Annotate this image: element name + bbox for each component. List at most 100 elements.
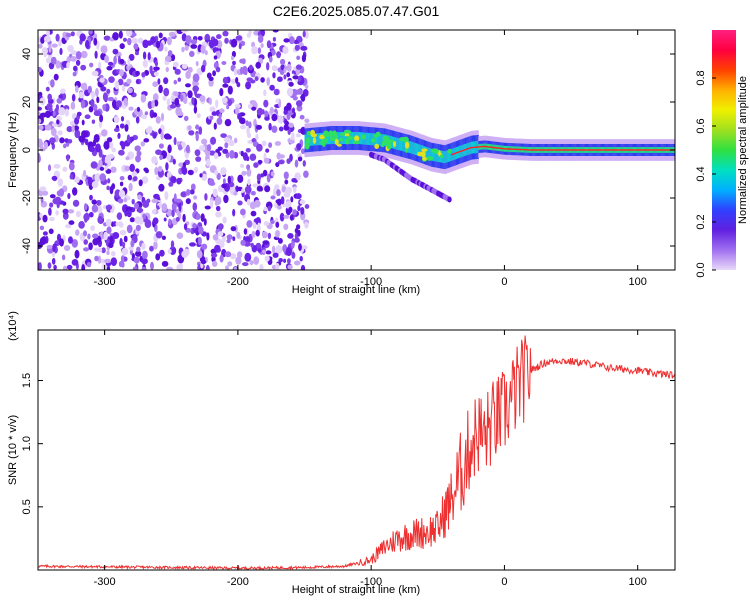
spectrogram-noise-cell: [83, 247, 90, 252]
spectrogram-noise-cell: [126, 64, 131, 71]
spectrogram-signal-blob: [345, 138, 350, 145]
spectrogram-band-core: [338, 132, 341, 144]
spectrogram-noise-cell: [48, 228, 54, 235]
spectrogram-noise-cell: [42, 214, 48, 223]
spectrogram-noise-cell: [199, 173, 203, 178]
spectrogram-noise-cell: [264, 110, 269, 119]
spectrogram-noise-cell: [272, 37, 276, 42]
spectrogram-noise-cell: [288, 206, 293, 213]
spectrogram-noise-cell: [172, 61, 179, 68]
spectrogram-noise-cell: [241, 170, 247, 176]
spectrogram-noise-cell: [255, 229, 260, 237]
spectrogram-noise-cell: [110, 257, 118, 266]
spectrogram-noise-cell: [219, 254, 224, 263]
spectrogram-noise-cell: [259, 263, 264, 270]
spectrogram-noise-cell: [263, 221, 270, 226]
snr-x-tick-label: 100: [629, 576, 647, 588]
spectrogram-band-core: [449, 149, 452, 162]
spectrogram-noise-cell: [45, 86, 50, 92]
spectrogram-noise-cell: [143, 138, 150, 143]
spectrogram-noise-cell: [133, 43, 139, 50]
spectrogram-noise-cell: [292, 186, 297, 194]
spectrogram-noise-cell: [55, 104, 60, 111]
spectrogram-noise-cell: [185, 198, 191, 205]
spectrogram-noise-cell: [74, 176, 80, 184]
spectrogram-noise-cell: [235, 256, 242, 265]
spectrogram-band-core: [443, 151, 445, 163]
spectrogram-noise-cell: [300, 45, 308, 51]
spectrogram-noise-cell: [220, 133, 227, 139]
spectrogram-noise-cell: [59, 47, 63, 56]
spectrogram-band-core: [425, 146, 427, 159]
spectrogram-noise-cell: [211, 256, 216, 263]
spectrogram-noise-cell: [166, 36, 172, 46]
spectrogram-noise-cell: [131, 37, 138, 44]
spectrogram-noise-cell: [49, 137, 56, 144]
spectrogram-noise-cell: [275, 162, 280, 168]
spectrogram-band-core: [427, 147, 429, 160]
spectrogram-noise-cell: [193, 105, 198, 114]
spectrogram-noise-cell: [208, 76, 214, 82]
spectrogram-noise-cell: [124, 124, 129, 132]
spectrogram-noise-cell: [246, 164, 251, 170]
spectrogram-noise-cell: [182, 213, 186, 223]
spectrogram-noise-cell: [276, 204, 282, 210]
spectrogram-noise-cell: [68, 220, 75, 225]
spectrogram-noise-cell: [56, 119, 60, 125]
spectrogram-noise-cell: [166, 153, 171, 162]
spectrogram-noise-cell: [200, 259, 207, 265]
spectrogram-noise-cell: [67, 45, 74, 52]
spectrogram-noise-cell: [119, 123, 125, 129]
spectrogram-noise-cell: [298, 243, 302, 251]
spectrogram-noise-cell: [141, 114, 148, 120]
spectrogram-noise-cell: [70, 56, 77, 62]
spectrogram-noise-cell: [39, 213, 43, 219]
spectrogram-noise-cell: [264, 185, 271, 193]
spectrogram-noise-cell: [280, 64, 285, 70]
spectrogram-noise-cell: [100, 258, 106, 264]
spectrogram-noise-cell: [176, 264, 181, 270]
spectrogram-noise-cell: [241, 65, 248, 75]
spectrogram-noise-cell: [178, 202, 182, 212]
spectrogram-noise-cell: [275, 230, 280, 238]
spectrogram-noise-cell: [286, 87, 294, 97]
spectrogram-noise-cell: [168, 218, 172, 226]
spectrogram-noise-cell: [300, 207, 305, 215]
spectrogram-noise-cell: [84, 203, 88, 211]
spectrogram-band-core: [413, 142, 415, 155]
spectrogram-band-core: [365, 132, 367, 145]
spectrogram-noise-cell: [200, 44, 206, 54]
spectrogram-signal-blob: [361, 134, 367, 140]
spectrogram-band-core: [448, 149, 451, 162]
spectrogram-noise-cell: [163, 87, 170, 97]
spectrogram-noise-cell: [280, 58, 286, 66]
spectrogram-noise-cell: [38, 124, 44, 131]
spectrogram-band-core: [419, 144, 422, 157]
spectrogram-noise-cell: [263, 99, 269, 108]
spectrogram-noise-cell: [250, 242, 254, 248]
spectrogram-noise-cell: [194, 87, 198, 97]
spectrogram-noise-cell: [295, 64, 302, 70]
spectrogram-noise-cell: [174, 68, 181, 75]
spectrogram-noise-cell: [104, 258, 112, 264]
spectrogram-noise-cell: [257, 159, 263, 165]
spectrogram-noise-cell: [159, 249, 165, 257]
spectrogram-noise-cell: [127, 174, 133, 181]
spectrogram-noise-cell: [104, 155, 112, 164]
spectrogram-noise-cell: [283, 124, 290, 131]
spectrogram-noise-cell: [297, 76, 302, 82]
spectrogram-noise-cell: [218, 113, 222, 119]
spectrogram-noise-cell: [225, 265, 229, 270]
spectrogram-signal-blob: [392, 141, 397, 147]
spectrogram-band-core: [346, 132, 348, 144]
spectrogram-noise-cell: [294, 260, 301, 266]
spectrogram-noise-cell: [102, 92, 108, 102]
spectrogram-noise-cell: [260, 77, 265, 83]
spectrogram-band-core: [414, 142, 416, 155]
spectrogram-noise-cell: [173, 91, 179, 97]
spectrogram-noise-cell: [185, 70, 191, 80]
spectrogram-band-core: [396, 137, 398, 150]
spectrogram-noise-cell: [117, 132, 121, 139]
spectrogram-noise-cell: [232, 60, 236, 66]
